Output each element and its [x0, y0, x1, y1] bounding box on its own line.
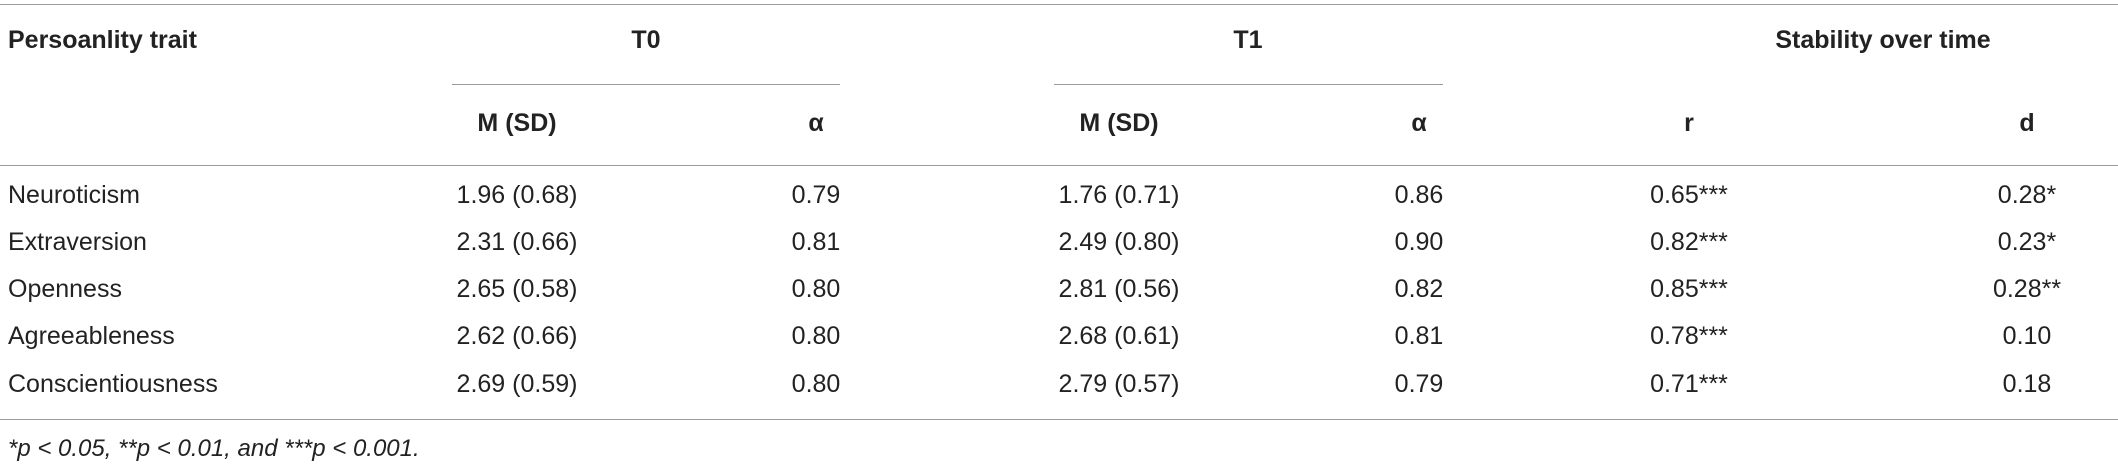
- group-header: Persoanlity trait: [8, 26, 197, 54]
- cell: 0.86: [1394, 181, 1444, 209]
- cell: 0.28**: [1992, 275, 2062, 303]
- cell: 2.69 (0.59): [456, 370, 578, 398]
- cell: 2.65 (0.58): [456, 275, 578, 303]
- cell: 2.62 (0.66): [456, 322, 578, 350]
- cell: 0.82***: [1650, 228, 1728, 256]
- cell: 0.80: [791, 322, 841, 350]
- group-header: Stability over time: [1775, 26, 1991, 54]
- cell: 0.81: [791, 228, 841, 256]
- cell: 0.23*: [1997, 228, 2057, 256]
- cell: 0.80: [791, 275, 841, 303]
- group-rule: [452, 84, 840, 85]
- sub-header: α: [1411, 109, 1427, 137]
- cell: 0.85***: [1650, 275, 1728, 303]
- row-label: Agreeableness: [8, 322, 175, 350]
- bottom-rule: [0, 419, 2118, 420]
- sub-header: M (SD): [477, 109, 557, 137]
- row-label: Neuroticism: [8, 181, 140, 209]
- group-header: T0: [631, 26, 661, 54]
- cell: 1.76 (0.71): [1058, 181, 1180, 209]
- cell: 0.79: [1394, 370, 1444, 398]
- cell: 0.79: [791, 181, 841, 209]
- row-label: Conscientiousness: [8, 370, 218, 398]
- cell: 2.81 (0.56): [1058, 275, 1180, 303]
- cell: 1.96 (0.68): [456, 181, 578, 209]
- cell: 0.71***: [1650, 370, 1728, 398]
- sub-header: d: [2019, 109, 2035, 137]
- cell: 0.65***: [1650, 181, 1728, 209]
- row-label: Extraversion: [8, 228, 147, 256]
- sub-header: α: [808, 109, 824, 137]
- header-rule: [0, 165, 2118, 166]
- cell: 2.49 (0.80): [1058, 228, 1180, 256]
- cell: 0.18: [2002, 370, 2052, 398]
- group-header: T1: [1233, 26, 1263, 54]
- row-label: Openness: [8, 275, 122, 303]
- cell: 0.81: [1394, 322, 1444, 350]
- cell: 2.79 (0.57): [1058, 370, 1180, 398]
- sub-header: r: [1684, 109, 1694, 137]
- cell: 0.28*: [1997, 181, 2057, 209]
- footnote: *p < 0.05, **p < 0.01, and ***p < 0.001.: [8, 435, 420, 462]
- group-rule: [1054, 84, 1443, 85]
- cell: 2.68 (0.61): [1058, 322, 1180, 350]
- cell: 0.78***: [1650, 322, 1728, 350]
- cell: 0.10: [2002, 322, 2052, 350]
- top-rule: [0, 4, 2118, 5]
- cell: 0.82: [1394, 275, 1444, 303]
- cell: 0.90: [1394, 228, 1444, 256]
- sub-header: M (SD): [1079, 109, 1159, 137]
- cell: 0.80: [791, 370, 841, 398]
- cell: 2.31 (0.66): [456, 228, 578, 256]
